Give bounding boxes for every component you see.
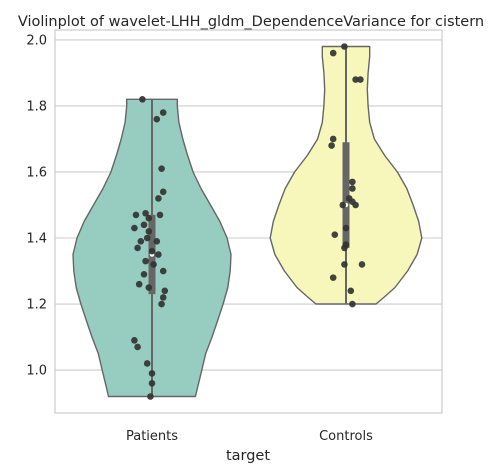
data-point xyxy=(357,76,364,83)
data-point xyxy=(349,185,356,192)
data-point xyxy=(153,238,161,245)
data-point xyxy=(349,300,356,308)
data-point xyxy=(143,360,151,367)
data-point xyxy=(147,393,154,400)
data-point xyxy=(161,287,169,295)
data-point xyxy=(155,195,162,202)
x-axis-ticks: Patients Controls xyxy=(126,429,373,444)
data-point xyxy=(137,238,145,245)
data-point xyxy=(134,244,141,252)
data-point xyxy=(158,165,165,172)
data-point xyxy=(148,247,156,255)
data-point xyxy=(328,142,335,149)
data-point xyxy=(159,109,167,116)
data-point xyxy=(134,343,141,351)
data-point xyxy=(140,271,148,278)
chart-title: Violinplot of wavelet-LHH_gldm_Dependenc… xyxy=(18,14,484,30)
data-point xyxy=(143,234,151,242)
data-point xyxy=(140,221,148,229)
data-point xyxy=(158,300,165,308)
data-point xyxy=(131,224,138,232)
data-point xyxy=(131,337,138,344)
data-point xyxy=(349,178,356,186)
data-point xyxy=(142,257,149,265)
y-tick-label: 1.6 xyxy=(26,165,47,180)
data-point xyxy=(159,267,167,275)
data-point xyxy=(135,280,143,288)
data-point xyxy=(148,379,156,387)
y-axis-ticks: 1.0 1.2 1.4 1.6 1.8 2.0 xyxy=(26,33,47,378)
data-point xyxy=(159,294,167,301)
y-tick-label: 1.4 xyxy=(26,232,47,247)
data-point xyxy=(358,261,366,268)
data-points xyxy=(131,43,366,400)
data-point xyxy=(132,211,140,219)
data-point xyxy=(148,370,156,377)
data-point xyxy=(145,214,153,222)
data-point xyxy=(347,287,355,295)
data-point xyxy=(139,96,146,103)
data-point xyxy=(159,188,167,196)
data-point xyxy=(145,284,153,291)
iqr-box-controls xyxy=(342,142,350,248)
y-tick-label: 2.0 xyxy=(26,33,47,48)
data-point xyxy=(341,244,348,252)
data-point xyxy=(352,76,359,83)
x-tick-label: Patients xyxy=(126,429,178,444)
x-axis-label: target xyxy=(226,448,270,464)
data-point xyxy=(155,251,162,258)
data-point xyxy=(150,261,157,268)
y-tick-label: 1.2 xyxy=(26,298,47,313)
data-point xyxy=(329,49,337,57)
x-tick-label: Controls xyxy=(319,429,373,444)
y-tick-label: 1.0 xyxy=(26,364,47,379)
data-point xyxy=(329,274,337,281)
data-point xyxy=(342,224,350,232)
data-point xyxy=(331,231,339,239)
data-point xyxy=(145,228,153,235)
data-point xyxy=(329,135,337,143)
data-point xyxy=(156,211,164,219)
data-point xyxy=(341,43,348,50)
data-point xyxy=(341,261,348,268)
data-point xyxy=(352,201,359,209)
data-point xyxy=(142,209,149,217)
data-point xyxy=(153,115,161,123)
data-point xyxy=(339,201,347,209)
inner-boxes xyxy=(148,46,350,397)
y-tick-label: 1.8 xyxy=(26,99,47,114)
